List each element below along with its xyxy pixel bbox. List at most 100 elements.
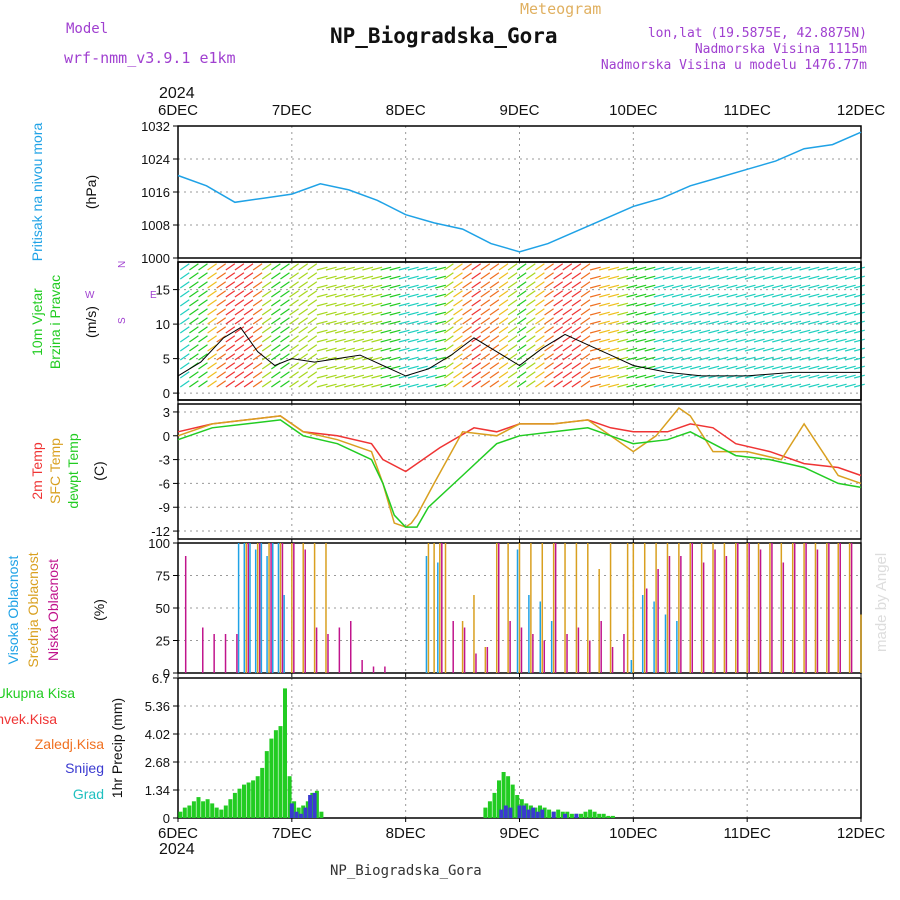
- wind-arrow: [708, 329, 720, 334]
- wind-arrow: [626, 302, 638, 307]
- x-tick-label-bottom: 8DEC: [386, 825, 426, 842]
- wind-arrow: [261, 380, 272, 388]
- wind-arrow: [772, 374, 783, 379]
- wind-arrow: [471, 344, 482, 352]
- wind-arrow: [353, 338, 365, 343]
- wind-arrow: [489, 281, 500, 289]
- wind-arrow: [280, 344, 290, 352]
- wind-arrow: [753, 311, 765, 316]
- wind-arrow: [234, 362, 245, 370]
- x-tick-label-top: 11DEC: [724, 102, 771, 119]
- wind-arrow: [535, 281, 545, 289]
- wind-arrow: [671, 347, 683, 352]
- wind-arrow: [307, 272, 318, 280]
- wind-arrow: [207, 308, 217, 316]
- wind-arrow: [334, 374, 346, 379]
- wind-arrow: [644, 320, 656, 325]
- wind-arrow: [179, 299, 190, 307]
- wind-arrow: [362, 293, 374, 298]
- wind-arrow: [407, 383, 419, 388]
- wind-arrow: [535, 263, 545, 271]
- wind-arrow: [726, 365, 738, 370]
- wind-arrow: [271, 326, 281, 334]
- wind-arrow: [271, 317, 281, 325]
- wind-arrow: [644, 266, 656, 271]
- wind-arrow: [489, 326, 500, 334]
- wind-arrow: [325, 302, 337, 307]
- wind-arrow: [362, 266, 374, 271]
- cloud-panel: 0 25 50 75 100: [148, 536, 862, 681]
- y-tick-label: 50: [156, 601, 170, 616]
- wind-arrow: [753, 338, 765, 343]
- wind-arrow: [744, 365, 756, 370]
- y-tick-label: -6: [158, 476, 170, 491]
- wind-arrow: [271, 272, 281, 280]
- wind-arrow: [435, 356, 447, 361]
- precip-legend-2: Zaledj.Kisa: [35, 736, 104, 752]
- wind-arrow: [635, 320, 647, 325]
- wind-arrow: [316, 338, 328, 343]
- wind-arrow: [790, 356, 802, 361]
- wind-arrow: [772, 284, 783, 289]
- wind-arrow: [225, 380, 236, 388]
- wind-arrow: [435, 329, 447, 334]
- wind-arrow: [817, 311, 829, 316]
- wind-arrow: [362, 320, 374, 325]
- wind-arrow: [608, 329, 620, 334]
- x-tick-label-bottom: 6DEC: [158, 825, 198, 842]
- wind-arrow: [189, 263, 199, 271]
- wind-arrow: [261, 317, 272, 325]
- precip-bar: [301, 805, 306, 818]
- wind-arrow: [280, 335, 290, 343]
- wind-arrow: [435, 365, 447, 370]
- wind-arrow: [644, 374, 656, 379]
- wind-arrow: [261, 263, 272, 271]
- wind-arrow: [808, 275, 820, 280]
- wind-arrow: [580, 326, 591, 334]
- temp-ylabel-dewpt: dewpt Temp: [65, 433, 81, 508]
- wind-arrow: [544, 335, 554, 343]
- wind-arrow: [817, 329, 829, 334]
- wind-arrow: [316, 356, 328, 361]
- y-tick-label: 2.68: [145, 755, 170, 770]
- wind-arrow: [298, 308, 309, 316]
- wind-arrow: [726, 356, 738, 361]
- wind-arrow: [781, 275, 793, 280]
- wind-arrow: [353, 383, 365, 388]
- wind-arrow: [225, 272, 236, 280]
- wind-ylabel-2: Brzina i Pravac: [47, 275, 63, 369]
- wind-arrow: [589, 374, 601, 379]
- wind-arrow: [489, 344, 500, 352]
- wind-arrow: [808, 311, 820, 316]
- wind-arrow: [325, 329, 337, 334]
- wind-arrow: [690, 383, 702, 388]
- wind-arrow: [234, 326, 245, 334]
- wind-arrow: [453, 290, 463, 298]
- wind-arrow: [225, 308, 236, 316]
- wind-arrow: [298, 272, 309, 280]
- wind-arrow: [617, 293, 629, 298]
- y-tick-label: 75: [156, 569, 170, 584]
- wind-arrow: [371, 347, 383, 352]
- wind-arrow: [781, 293, 793, 298]
- wind-arrow: [498, 290, 509, 298]
- wind-arrow: [407, 320, 419, 325]
- wind-arrow: [726, 329, 738, 334]
- wind-arrow: [307, 317, 318, 325]
- wind-arrow: [416, 338, 428, 343]
- wind-arrow: [416, 347, 428, 352]
- wind-arrow: [762, 347, 774, 352]
- wind-arrow: [416, 365, 428, 370]
- y-tick-label: 0: [163, 811, 170, 826]
- precip-bar: [278, 726, 283, 818]
- wind-arrow: [498, 380, 509, 388]
- wind-arrow: [334, 365, 346, 370]
- wind-arrow: [179, 335, 190, 343]
- wind-arrow: [808, 374, 820, 379]
- precip-bar: [531, 807, 536, 818]
- x-tick-label-top: 7DEC: [272, 102, 312, 119]
- wind-arrow: [626, 275, 638, 280]
- wind-arrow: [790, 338, 802, 343]
- wind-arrow: [371, 329, 383, 334]
- wind-arrow: [762, 365, 774, 370]
